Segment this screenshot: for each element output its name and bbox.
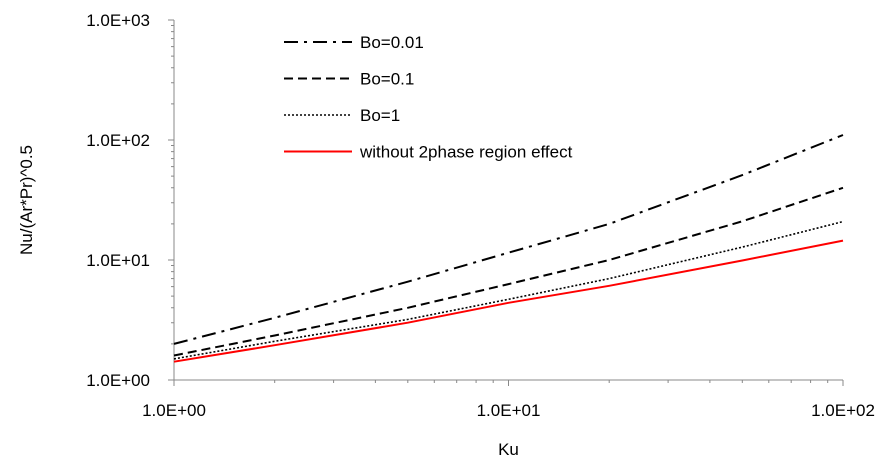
- series-line-4: [174, 241, 843, 362]
- x-tick-label: 1.0E+00: [142, 401, 206, 420]
- legend-label-1: Bo=0.01: [360, 33, 424, 52]
- y-tick-label: 1.0E+03: [86, 11, 150, 30]
- x-tick-label: 1.0E+01: [477, 401, 541, 420]
- legend: Bo=0.01 Bo=0.1 Bo=1 without 2phase region e…: [284, 33, 573, 162]
- y-tick-label: 1.0E+02: [86, 131, 150, 150]
- y-tick-label: 1.0E+01: [86, 251, 150, 270]
- y-axis-title: Nu/(Ar*Pr)^0.5: [17, 145, 36, 255]
- legend-label-3: Bo=1: [360, 106, 400, 125]
- series-line-2: [174, 188, 843, 356]
- series-line-1: [174, 135, 843, 344]
- series-lines: [174, 135, 843, 362]
- series-line-3: [174, 222, 843, 359]
- axes: [174, 20, 843, 380]
- y-axis-ticks: 1.0E+00 1.0E+01 1.0E+02 1.0E+03: [86, 11, 174, 390]
- x-tick-label: 1.0E+02: [811, 401, 875, 420]
- y-tick-label: 1.0E+00: [86, 371, 150, 390]
- x-axis-title: Ku: [498, 440, 519, 459]
- x-axis-ticks: 1.0E+00 1.0E+01 1.0E+02: [142, 380, 875, 420]
- legend-label-4: without 2phase region effect: [359, 143, 573, 162]
- legend-label-2: Bo=0.1: [360, 70, 414, 89]
